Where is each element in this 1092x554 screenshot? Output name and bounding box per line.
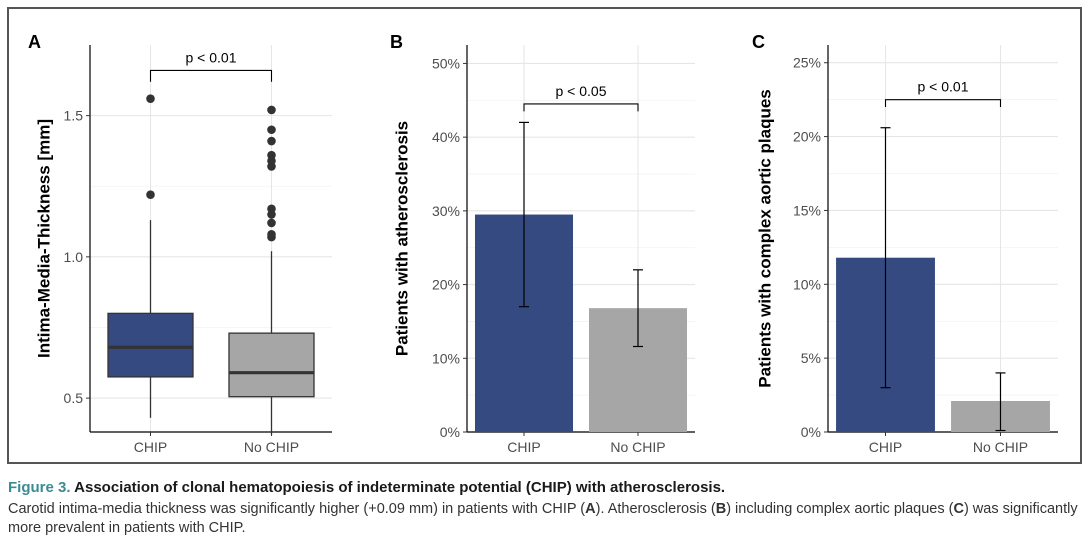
x-tick-label: No CHIP [610, 439, 665, 455]
y-axis-label: Patients with complex aortic plaques [755, 89, 774, 388]
caption-text: Carotid intima-media thickness was signi… [8, 501, 586, 517]
outlier-point [267, 105, 276, 115]
y-tick-label: 10% [432, 350, 460, 366]
caption-label: Figure 3. [8, 479, 71, 496]
panel-c: 0% 5% 10% 15% 20% 25% CHIP No CHIP C Patients wit… [752, 32, 1058, 455]
panel-b: 0% 10% 20% 30% 40% 50% CHIP No CHIP B Patients wi… [390, 32, 695, 455]
caption-title-line: Figure 3. Association of clonal hematopo… [8, 478, 1084, 497]
outlier-point [267, 218, 276, 228]
panel-letter: C [752, 32, 765, 52]
caption-text: ) including complex aortic plaques ( [726, 501, 954, 517]
y-axis-label: Patients with atherosclerosis [392, 121, 411, 356]
significance-label: p < 0.01 [186, 49, 237, 65]
y-tick-label: 50% [432, 55, 460, 71]
y-tick-label: 20% [793, 129, 821, 145]
significance-label: p < 0.05 [556, 83, 607, 99]
x-tick-label: CHIP [134, 439, 167, 455]
panel-a: 0.5 1.0 1.5 CHIP No CHIP A Intima-Media-Thickn… [28, 32, 332, 455]
outlier-point [267, 229, 276, 239]
box-iqr [228, 332, 315, 398]
x-tick-label: No CHIP [244, 439, 299, 455]
outlier-point [267, 136, 276, 146]
significance-label: p < 0.01 [918, 79, 969, 95]
y-tick-label: 25% [793, 55, 821, 71]
significance-bracket [884, 99, 1002, 108]
y-tick-label: 15% [793, 202, 821, 218]
box-iqr [107, 312, 194, 378]
caption-text: ). Atherosclerosis ( [595, 501, 716, 517]
y-tick-label: 40% [432, 129, 460, 145]
figure-caption: Figure 3. Association of clonal hematopo… [8, 478, 1084, 538]
y-tick-label: 20% [432, 277, 460, 293]
y-tick-label: 0% [801, 424, 821, 440]
y-tick-label: 10% [793, 276, 821, 292]
significance-bracket [523, 103, 639, 112]
chart-area: 0.5 1.0 1.5 CHIP No CHIP A Intima-Media-Thickn… [28, 32, 1058, 455]
outlier-point [146, 94, 155, 103]
y-tick-label: 5% [801, 350, 821, 366]
x-tick-label: CHIP [507, 439, 540, 455]
significance-bracket [149, 69, 273, 82]
y-tick-label: 0% [440, 424, 460, 440]
y-axis-label: Intima-Media-Thickness [mm] [34, 119, 53, 358]
y-tick-label: 0.5 [64, 390, 84, 406]
y-tick-label: 1.0 [64, 249, 84, 265]
caption-text: ) was significantly more prevalent in pa… [8, 501, 1078, 536]
outlier-point [267, 150, 276, 160]
x-tick-label: CHIP [869, 439, 902, 455]
y-tick-label: 1.5 [64, 108, 84, 124]
caption-body: Carotid intima-media thickness was signi… [8, 500, 1084, 538]
y-tick-label: 30% [432, 203, 460, 219]
caption-ref-c: C [953, 501, 964, 517]
outlier-point [267, 125, 276, 135]
panel-letter: B [390, 32, 403, 52]
caption-ref-b: B [715, 501, 727, 517]
outlier-point [267, 204, 276, 214]
outlier-point [146, 190, 155, 200]
caption-title: Association of clonal hematopoiesis of i… [74, 479, 726, 496]
panel-letter: A [28, 32, 41, 52]
x-tick-label: No CHIP [973, 439, 1028, 455]
caption-ref-a: A [585, 501, 596, 517]
